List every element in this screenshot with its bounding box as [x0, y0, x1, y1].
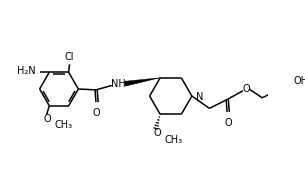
Text: O: O	[93, 108, 101, 118]
Text: H₂N: H₂N	[16, 66, 35, 76]
Polygon shape	[124, 78, 160, 86]
Text: O: O	[224, 118, 232, 128]
Text: OH: OH	[294, 76, 305, 86]
Text: N: N	[196, 92, 204, 102]
Text: Cl: Cl	[65, 52, 74, 62]
Text: O: O	[154, 128, 161, 138]
Text: O: O	[242, 84, 250, 94]
Text: O: O	[44, 114, 51, 124]
Text: CH₃: CH₃	[165, 135, 183, 145]
Text: CH₃: CH₃	[55, 120, 73, 130]
Text: NH: NH	[111, 79, 126, 89]
